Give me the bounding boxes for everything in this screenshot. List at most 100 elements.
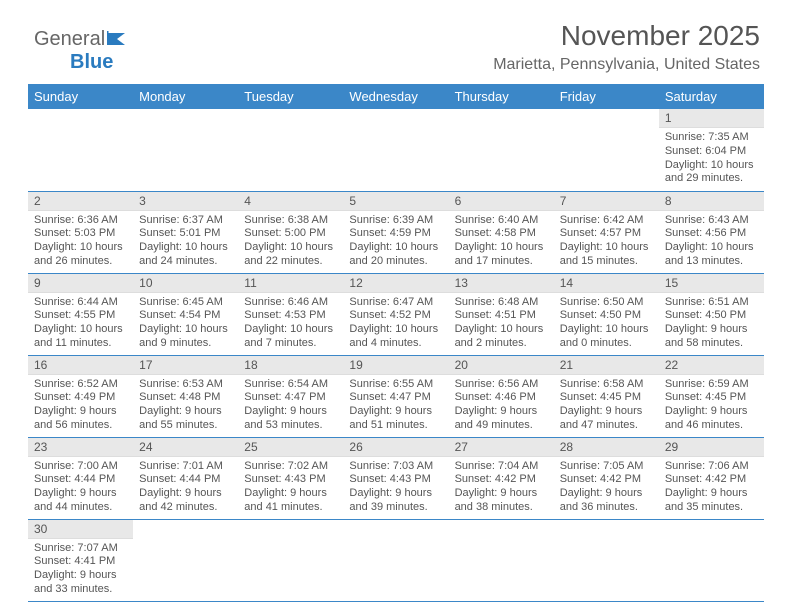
day-number: 15 bbox=[659, 274, 764, 293]
sunrise-text: Sunrise: 6:51 AM bbox=[665, 296, 758, 310]
day-details: Sunrise: 6:59 AMSunset: 4:45 PMDaylight:… bbox=[659, 375, 764, 437]
calendar-day-cell: 27Sunrise: 7:04 AMSunset: 4:42 PMDayligh… bbox=[449, 437, 554, 519]
day-details: Sunrise: 6:56 AMSunset: 4:46 PMDaylight:… bbox=[449, 375, 554, 437]
sunset-text: Sunset: 5:00 PM bbox=[244, 227, 337, 241]
day-number: 25 bbox=[238, 438, 343, 457]
sunrise-text: Sunrise: 7:04 AM bbox=[455, 460, 548, 474]
day-details: Sunrise: 6:50 AMSunset: 4:50 PMDaylight:… bbox=[554, 293, 659, 355]
calendar-day-cell: 2Sunrise: 6:36 AMSunset: 5:03 PMDaylight… bbox=[28, 191, 133, 273]
day-details: Sunrise: 7:04 AMSunset: 4:42 PMDaylight:… bbox=[449, 457, 554, 519]
calendar-day-cell bbox=[133, 519, 238, 601]
day-number: 7 bbox=[554, 192, 659, 211]
sunrise-text: Sunrise: 6:42 AM bbox=[560, 214, 653, 228]
daylight-text: Daylight: 10 hours and 9 minutes. bbox=[139, 323, 232, 351]
logo-text-1: General bbox=[34, 28, 105, 50]
sunrise-text: Sunrise: 6:45 AM bbox=[139, 296, 232, 310]
page-title: November 2025 bbox=[28, 20, 760, 52]
day-details: Sunrise: 6:53 AMSunset: 4:48 PMDaylight:… bbox=[133, 375, 238, 437]
sunrise-text: Sunrise: 6:59 AM bbox=[665, 378, 758, 392]
daylight-text: Daylight: 9 hours and 53 minutes. bbox=[244, 405, 337, 433]
sunrise-text: Sunrise: 6:56 AM bbox=[455, 378, 548, 392]
calendar-day-cell: 12 Sunrise: 6:47 AMSunset: 4:52 PMDayligh… bbox=[343, 273, 448, 355]
sunset-text: Sunset: 4:52 PM bbox=[349, 309, 442, 323]
day-details: Sunrise: 6:37 AMSunset: 5:01 PMDaylight:… bbox=[133, 211, 238, 273]
sunset-text: Sunset: 4:54 PM bbox=[139, 309, 232, 323]
day-number: 28 bbox=[554, 438, 659, 457]
day-number: 12 bbox=[343, 274, 448, 293]
calendar-day-cell bbox=[659, 519, 764, 601]
header: November 2025 Marietta, Pennsylvania, Un… bbox=[28, 20, 764, 74]
calendar-day-cell bbox=[133, 109, 238, 191]
sunrise-text: Sunrise: 6:47 AM bbox=[349, 296, 442, 310]
day-number: 9 bbox=[28, 274, 133, 293]
day-number: 18 bbox=[238, 356, 343, 375]
calendar-day-cell: 6Sunrise: 6:40 AMSunset: 4:58 PMDaylight… bbox=[449, 191, 554, 273]
sunrise-text: Sunrise: 6:38 AM bbox=[244, 214, 337, 228]
daylight-text: Daylight: 10 hours and 0 minutes. bbox=[560, 323, 653, 351]
weekday-thu: Thursday bbox=[449, 84, 554, 109]
sunset-text: Sunset: 4:42 PM bbox=[455, 473, 548, 487]
weekday-sun: Sunday bbox=[28, 84, 133, 109]
sunset-text: Sunset: 5:03 PM bbox=[34, 227, 127, 241]
sunset-text: Sunset: 4:56 PM bbox=[665, 227, 758, 241]
day-details: Sunrise: 7:00 AMSunset: 4:44 PMDaylight:… bbox=[28, 457, 133, 519]
day-details: Sunrise: 7:07 AMSunset: 4:41 PMDaylight:… bbox=[28, 539, 133, 601]
calendar-day-cell: 9Sunrise: 6:44 AMSunset: 4:55 PMDaylight… bbox=[28, 273, 133, 355]
sunrise-text: Sunrise: 6:43 AM bbox=[665, 214, 758, 228]
calendar-day-cell: 7Sunrise: 6:42 AMSunset: 4:57 PMDaylight… bbox=[554, 191, 659, 273]
calendar-day-cell: 19Sunrise: 6:55 AMSunset: 4:47 PMDayligh… bbox=[343, 355, 448, 437]
daylight-text: Daylight: 9 hours and 47 minutes. bbox=[560, 405, 653, 433]
weekday-wed: Wednesday bbox=[343, 84, 448, 109]
calendar-day-cell: 17Sunrise: 6:53 AMSunset: 4:48 PMDayligh… bbox=[133, 355, 238, 437]
day-number: 16 bbox=[28, 356, 133, 375]
sunset-text: Sunset: 6:04 PM bbox=[665, 145, 758, 159]
daylight-text: Daylight: 9 hours and 49 minutes. bbox=[455, 405, 548, 433]
sunset-text: Sunset: 4:49 PM bbox=[34, 391, 127, 405]
day-number: 17 bbox=[133, 356, 238, 375]
calendar-day-cell bbox=[238, 109, 343, 191]
weekday-sat: Saturday bbox=[659, 84, 764, 109]
sunset-text: Sunset: 4:42 PM bbox=[560, 473, 653, 487]
sunrise-text: Sunrise: 6:55 AM bbox=[349, 378, 442, 392]
sunrise-text: Sunrise: 6:36 AM bbox=[34, 214, 127, 228]
day-details: Sunrise: 6:36 AMSunset: 5:03 PMDaylight:… bbox=[28, 211, 133, 273]
calendar-day-cell bbox=[343, 519, 448, 601]
sunset-text: Sunset: 4:58 PM bbox=[455, 227, 548, 241]
calendar-week-row: 1Sunrise: 7:35 AMSunset: 6:04 PMDaylight… bbox=[28, 109, 764, 191]
sunset-text: Sunset: 4:44 PM bbox=[34, 473, 127, 487]
sunrise-text: Sunrise: 6:58 AM bbox=[560, 378, 653, 392]
day-details: Sunrise: 6:39 AMSunset: 4:59 PMDaylight:… bbox=[343, 211, 448, 273]
calendar-day-cell: 16Sunrise: 6:52 AMSunset: 4:49 PMDayligh… bbox=[28, 355, 133, 437]
daylight-text: Daylight: 10 hours and 4 minutes. bbox=[349, 323, 442, 351]
daylight-text: Daylight: 9 hours and 51 minutes. bbox=[349, 405, 442, 433]
calendar-table: Sunday Monday Tuesday Wednesday Thursday… bbox=[28, 84, 764, 602]
daylight-text: Daylight: 9 hours and 55 minutes. bbox=[139, 405, 232, 433]
sunrise-text: Sunrise: 6:48 AM bbox=[455, 296, 548, 310]
daylight-text: Daylight: 10 hours and 20 minutes. bbox=[349, 241, 442, 269]
logo-flag-icon bbox=[107, 28, 129, 51]
day-number: 4 bbox=[238, 192, 343, 211]
day-number: 24 bbox=[133, 438, 238, 457]
sunset-text: Sunset: 4:46 PM bbox=[455, 391, 548, 405]
daylight-text: Daylight: 10 hours and 15 minutes. bbox=[560, 241, 653, 269]
sunset-text: Sunset: 4:55 PM bbox=[34, 309, 127, 323]
calendar-day-cell: 28Sunrise: 7:05 AMSunset: 4:42 PMDayligh… bbox=[554, 437, 659, 519]
sunrise-text: Sunrise: 7:03 AM bbox=[349, 460, 442, 474]
daylight-text: Daylight: 10 hours and 7 minutes. bbox=[244, 323, 337, 351]
day-number: 21 bbox=[554, 356, 659, 375]
sunrise-text: Sunrise: 7:06 AM bbox=[665, 460, 758, 474]
day-details: Sunrise: 6:54 AMSunset: 4:47 PMDaylight:… bbox=[238, 375, 343, 437]
day-number: 6 bbox=[449, 192, 554, 211]
calendar-day-cell: 3Sunrise: 6:37 AMSunset: 5:01 PMDaylight… bbox=[133, 191, 238, 273]
calendar-day-cell: 25Sunrise: 7:02 AMSunset: 4:43 PMDayligh… bbox=[238, 437, 343, 519]
logo-text-2: Blue bbox=[34, 51, 113, 73]
sunset-text: Sunset: 5:01 PM bbox=[139, 227, 232, 241]
day-details: Sunrise: 6:58 AMSunset: 4:45 PMDaylight:… bbox=[554, 375, 659, 437]
weekday-header-row: Sunday Monday Tuesday Wednesday Thursday… bbox=[28, 84, 764, 109]
sunset-text: Sunset: 4:41 PM bbox=[34, 555, 127, 569]
day-number: 1 bbox=[659, 109, 764, 128]
sunrise-text: Sunrise: 6:50 AM bbox=[560, 296, 653, 310]
sunset-text: Sunset: 4:45 PM bbox=[560, 391, 653, 405]
sunset-text: Sunset: 4:45 PM bbox=[665, 391, 758, 405]
calendar-day-cell: 13Sunrise: 6:48 AMSunset: 4:51 PMDayligh… bbox=[449, 273, 554, 355]
